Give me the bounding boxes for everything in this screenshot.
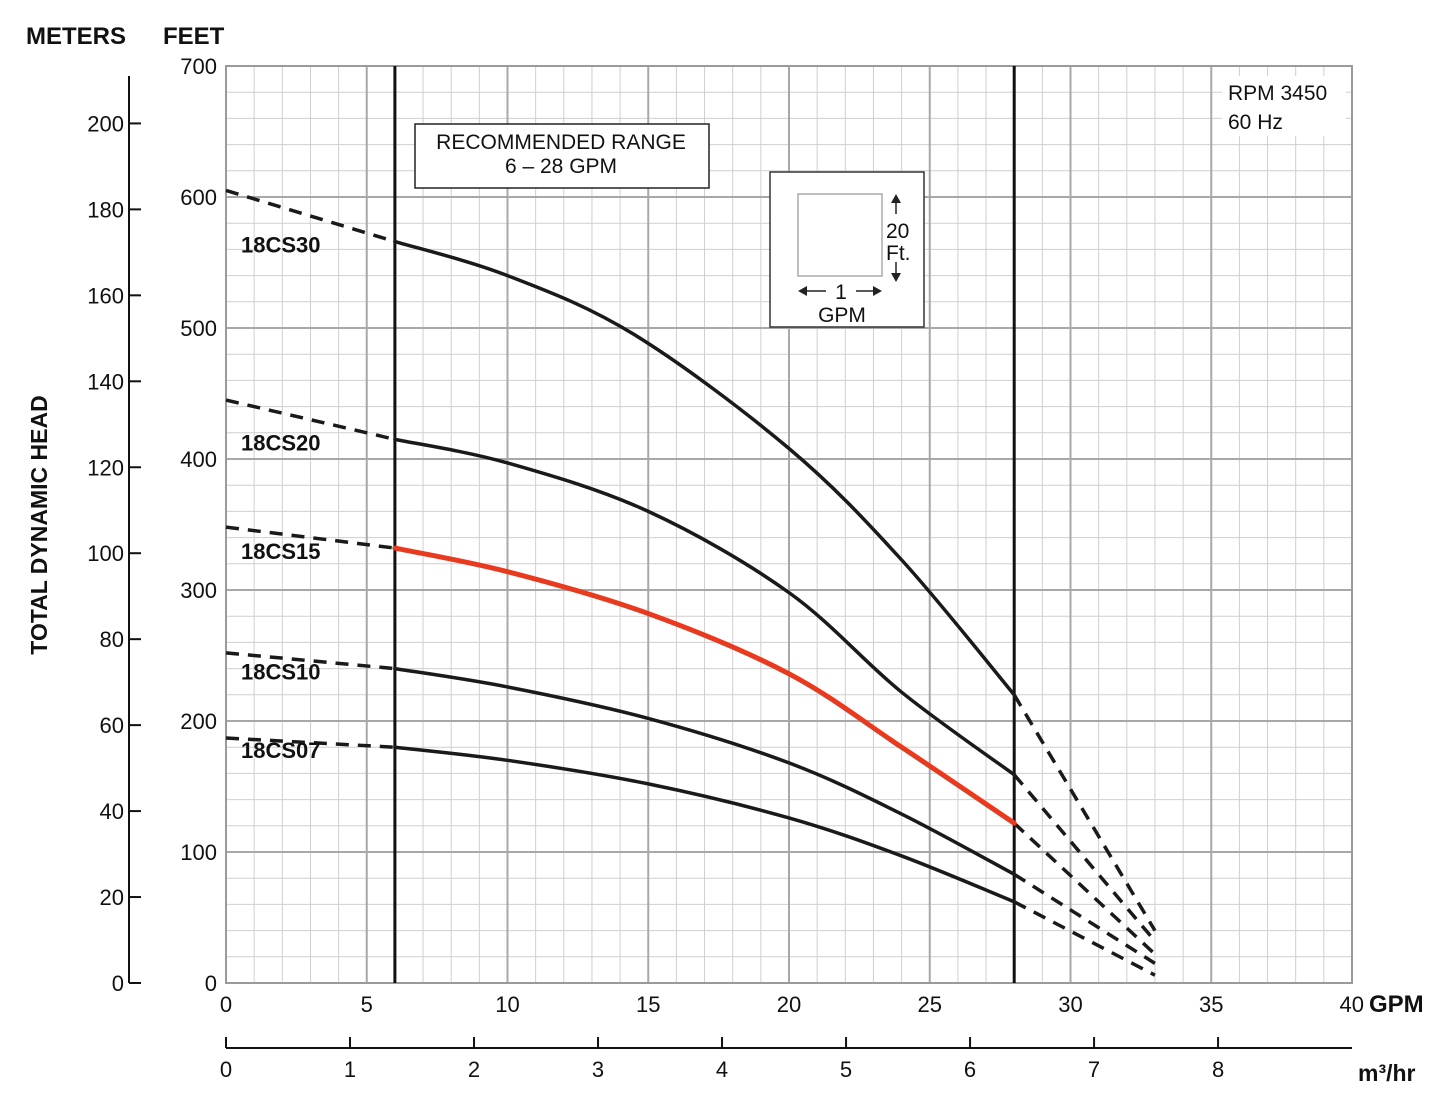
curve-18cs10-left-dashed bbox=[225, 651, 396, 671]
scale-key-arrowhead-left bbox=[798, 286, 807, 296]
meters-tick-label: 200 bbox=[87, 111, 124, 136]
curve-18cs07 bbox=[393, 745, 1016, 904]
scale-key-feet-unit: Ft. bbox=[886, 242, 911, 265]
meters-tick-label: 180 bbox=[87, 197, 124, 222]
m3hr-tick-label: 6 bbox=[964, 1057, 976, 1082]
m3hr-tick-label: 7 bbox=[1088, 1057, 1100, 1082]
scale-key-frame bbox=[769, 171, 925, 328]
m3hr-axis-label: m³/hr bbox=[1358, 1060, 1416, 1086]
feet-tick-label: 200 bbox=[180, 709, 217, 734]
curve-18cs30-right-dashed bbox=[1012, 693, 1157, 932]
feet-tick-label: 300 bbox=[180, 578, 217, 603]
m3hr-tick-label: 4 bbox=[716, 1057, 728, 1082]
meters-tick-label: 40 bbox=[100, 799, 124, 824]
gpm-tick-label: 0 bbox=[220, 992, 232, 1017]
rpm-note: RPM 3450 bbox=[1228, 82, 1327, 105]
curve-18cs07-left-dashed bbox=[225, 736, 395, 749]
scale-key-arrowhead-down bbox=[891, 273, 901, 282]
scale-key-arrowhead-right bbox=[873, 286, 882, 296]
y-axis-label: TOTAL DYNAMIC HEAD bbox=[26, 395, 52, 654]
curve-18cs15-right-dashed bbox=[1013, 821, 1157, 956]
curve-18cs30 bbox=[393, 239, 1016, 697]
m3hr-axis: 0 1 2 3 4 5 6 7 8 bbox=[220, 1037, 1352, 1082]
recommended-range-title: RECOMMENDED RANGE bbox=[436, 131, 686, 154]
gpm-tick-label: 5 bbox=[361, 992, 373, 1017]
feet-header: FEET bbox=[163, 23, 225, 50]
curve-18cs20-left-dashed bbox=[225, 398, 396, 442]
gpm-tick-label: 20 bbox=[777, 992, 801, 1017]
feet-axis: 0 100 200 300 400 500 600 700 bbox=[180, 54, 217, 996]
hz-note: 60 Hz bbox=[1228, 111, 1283, 134]
gpm-axis-label: GPM bbox=[1369, 991, 1424, 1018]
feet-tick-label: 600 bbox=[180, 185, 217, 210]
curve-18cs30-left-dashed bbox=[225, 188, 396, 244]
m3hr-tick-label: 5 bbox=[840, 1057, 852, 1082]
curve-18cs15 bbox=[392, 545, 1017, 826]
curve-18cs07-right-dashed bbox=[1013, 900, 1156, 977]
curve-18cs10 bbox=[393, 666, 1016, 877]
meters-tick-label: 160 bbox=[87, 283, 124, 308]
meters-tick-label: 20 bbox=[100, 885, 124, 910]
gpm-tick-label: 15 bbox=[636, 992, 660, 1017]
meters-tick-label: 140 bbox=[87, 369, 124, 394]
recommended-range-values: 6 – 28 GPM bbox=[505, 155, 617, 178]
feet-tick-label: 0 bbox=[205, 971, 217, 996]
scale-key-square bbox=[797, 193, 883, 277]
scale-key-feet-value: 20 bbox=[886, 220, 909, 243]
gpm-tick-label: 10 bbox=[495, 992, 519, 1017]
scale-key-gpm-value: 1 bbox=[835, 281, 847, 304]
recommended-range-box: RECOMMENDED RANGE 6 – 28 GPM bbox=[414, 123, 710, 189]
curve-label-18cs10: 18CS10 bbox=[241, 660, 321, 685]
m3hr-tick-label: 1 bbox=[344, 1057, 356, 1082]
m3hr-tick-label: 3 bbox=[592, 1057, 604, 1082]
feet-tick-label: 100 bbox=[180, 840, 217, 865]
curve-label-18cs07: 18CS07 bbox=[241, 738, 321, 763]
m3hr-tick-label: 8 bbox=[1212, 1057, 1224, 1082]
meters-header: METERS bbox=[26, 23, 126, 50]
curve-18cs10-right-dashed bbox=[1013, 872, 1156, 965]
plot-frame bbox=[225, 65, 1353, 984]
meters-axis: 0 20 40 60 80 100 120 140 160 180 200 bbox=[87, 76, 141, 996]
curve-label-18cs20: 18CS20 bbox=[241, 430, 321, 455]
recommended-range-frame bbox=[414, 123, 710, 189]
curve-18cs20-right-dashed bbox=[1012, 773, 1157, 943]
meters-tick-label: 60 bbox=[100, 713, 124, 738]
feet-tick-label: 700 bbox=[180, 54, 217, 79]
pump-curves: 18CS30 18CS20 18CS15 18CS10 18CS07 bbox=[225, 188, 1157, 977]
grid-scale-key: 20 Ft. 1 GPM bbox=[769, 171, 925, 328]
gpm-tick-label: 25 bbox=[918, 992, 942, 1017]
m3hr-tick-label: 2 bbox=[468, 1057, 480, 1082]
curve-label-18cs15: 18CS15 bbox=[241, 539, 321, 564]
speed-note-background bbox=[1222, 76, 1346, 136]
meters-tick-label: 0 bbox=[112, 971, 124, 996]
meters-tick-label: 80 bbox=[100, 627, 124, 652]
feet-tick-label: 400 bbox=[180, 447, 217, 472]
scale-key-gpm-unit: GPM bbox=[818, 304, 866, 327]
gpm-tick-label: 30 bbox=[1058, 992, 1082, 1017]
gpm-tick-label: 40 bbox=[1340, 992, 1364, 1017]
meters-tick-label: 100 bbox=[87, 541, 124, 566]
scale-key-arrowhead-up bbox=[891, 194, 901, 203]
m3hr-tick-label: 0 bbox=[220, 1057, 232, 1082]
gpm-tick-label: 35 bbox=[1199, 992, 1223, 1017]
feet-tick-label: 500 bbox=[180, 316, 217, 341]
curve-label-18cs30: 18CS30 bbox=[241, 233, 321, 258]
recommended-range-lines bbox=[393, 66, 1016, 983]
curve-18cs20 bbox=[393, 437, 1016, 777]
meters-tick-label: 120 bbox=[87, 455, 124, 480]
curve-18cs15-left-dashed bbox=[225, 525, 396, 550]
gpm-axis: 0 5 10 15 20 25 30 35 40 bbox=[220, 992, 1364, 1017]
